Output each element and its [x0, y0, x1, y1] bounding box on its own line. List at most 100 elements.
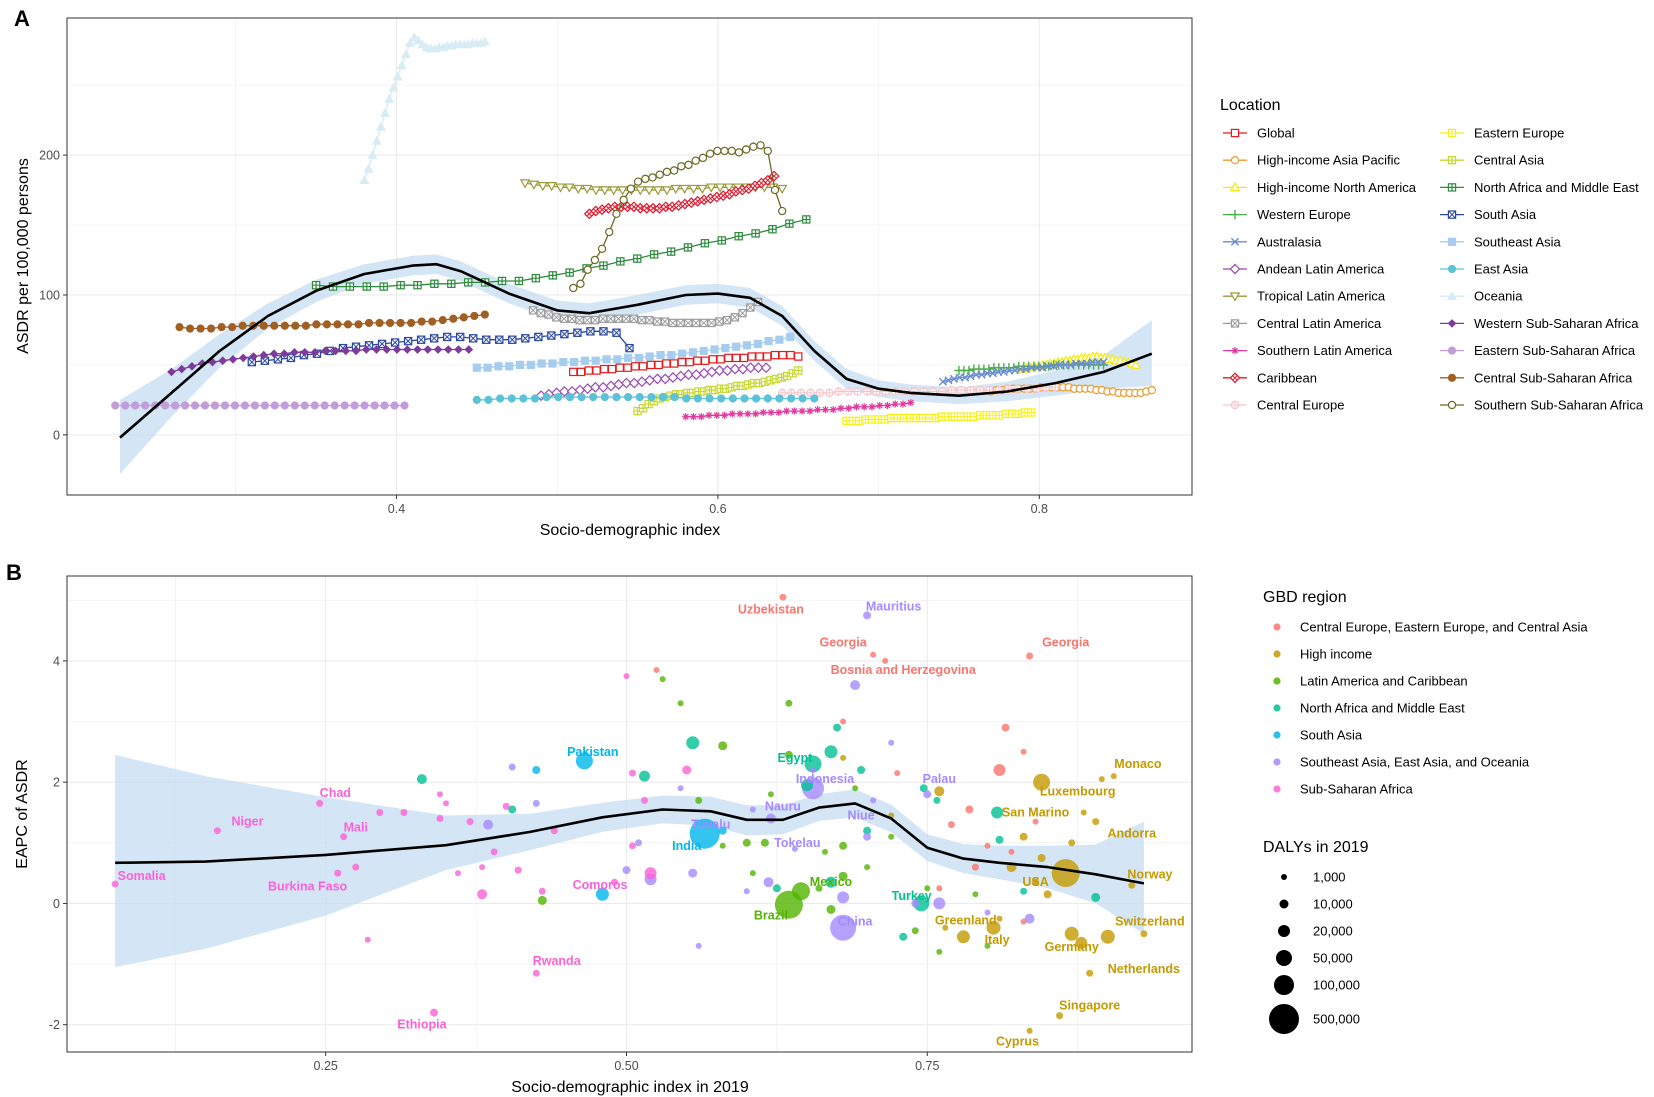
series-point-east-asia [728, 394, 737, 403]
legend-label: Central Sub-Saharan Africa [1474, 370, 1633, 385]
series-point-south-asia [469, 334, 478, 343]
country-point [1086, 969, 1094, 977]
country-point [508, 763, 516, 771]
series-point-southern-latin-america [783, 407, 791, 415]
series-point-tropical-latin-america [599, 186, 611, 196]
country-point [718, 741, 728, 751]
series-point-central-sub-saharan-africa [312, 320, 321, 329]
series-point-central-europe [947, 385, 956, 395]
country-point [635, 839, 642, 847]
series-point-north-africa-and-middle-east [497, 276, 507, 286]
country-point [749, 870, 756, 877]
legend-item-western-europe: Western Europe [1223, 207, 1351, 222]
series-point-southern-sub-saharan-africa [641, 174, 650, 184]
series-point-southern-sub-saharan-africa [741, 145, 751, 154]
series-point-north-africa-and-middle-east [396, 280, 405, 290]
series-eastern-europe [842, 408, 1036, 426]
series-point-east-asia [565, 392, 575, 402]
legend-key-marker [1447, 400, 1457, 410]
country-label-burkina-faso: Burkina Faso [268, 880, 348, 894]
series-point-western-sub-saharan-africa [361, 345, 371, 354]
series-point-eastern-sub-saharan-africa [330, 401, 339, 410]
series-point-western-sub-saharan-africa [228, 355, 238, 364]
panel-b-legend-items: Central Europe, Eastern Europe, and Cent… [1273, 620, 1588, 797]
panel-b-annotations: Uzbekistan Georgia Bosnia and Herzegovina G… [118, 599, 1185, 1048]
series-point-eastern-sub-saharan-africa [180, 401, 190, 410]
series-point-central-sub-saharan-africa [185, 324, 195, 333]
series-point-central-latin-america [653, 317, 662, 326]
series-point-eastern-europe [1027, 408, 1036, 417]
series-point-central-sub-saharan-africa [217, 323, 226, 332]
series-point-east-asia [647, 392, 656, 402]
country-point [791, 845, 798, 852]
series-point-central-sub-saharan-africa [396, 318, 405, 328]
legend-item-southern-sub-saharan-africa: Southern Sub-Saharan Africa [1440, 398, 1644, 413]
series-point-andean-latin-america [714, 365, 726, 376]
panel-a-x-ticks: 0.4 0.6 0.8 [388, 495, 1048, 516]
series-point-east-asia [705, 394, 714, 403]
series-point-oceania [404, 37, 416, 47]
series-point-western-sub-saharan-africa [290, 348, 299, 357]
legend-item-high-income-asia-pacific: High-income Asia Pacific [1223, 153, 1401, 168]
series-point-western-sub-saharan-africa [320, 346, 330, 356]
legend-item-eastern-sub-saharan-africa: Eastern Sub-Saharan Africa [1440, 343, 1636, 358]
series-point-east-asia [658, 392, 668, 402]
series-point-central-latin-america [722, 315, 732, 325]
country-point [1020, 918, 1027, 925]
series-point-southeast-asia [721, 344, 730, 353]
series-point-southern-latin-america [814, 406, 822, 414]
series-point-global [770, 350, 780, 360]
series-point-global [631, 362, 640, 371]
series-point-southern-sub-saharan-africa [655, 170, 664, 179]
series-point-central-latin-america [544, 310, 553, 319]
series-point-southeast-asia [688, 348, 698, 357]
legend-label: Caribbean [1257, 370, 1317, 385]
country-point [772, 884, 781, 893]
series-point-eastern-sub-saharan-africa [190, 401, 200, 410]
series-point-southeast-asia [537, 359, 546, 368]
legend-key-marker [1447, 237, 1457, 246]
panel-a-legend: Location Global High-income Asia Pacific H… [1220, 97, 1644, 413]
country-point [1033, 773, 1051, 791]
country-point [933, 796, 941, 804]
country-point [815, 884, 823, 892]
country-point [1032, 878, 1040, 886]
country-label-bosnia-and-herzegovina: Bosnia and Herzegovina [831, 663, 977, 677]
country-label-norway: Norway [1127, 867, 1172, 881]
series-point-southeast-asia [775, 335, 784, 344]
series-point-north-africa-and-middle-east [531, 273, 541, 283]
series-point-central-sub-saharan-africa [470, 311, 479, 321]
country-point [972, 891, 979, 898]
series-point-southeast-asia [634, 353, 644, 363]
country-point [1075, 936, 1088, 949]
country-point [316, 799, 324, 807]
panel-b-confidence-band [115, 754, 1144, 968]
series-point-central-sub-saharan-africa [322, 320, 332, 329]
legend-label: Andean Latin America [1257, 262, 1385, 277]
series-point-south-asia [521, 334, 530, 343]
series-point-southern-sub-saharan-africa [669, 166, 679, 175]
series-point-oceania [400, 49, 411, 59]
legend-item-region: South Asia [1273, 728, 1363, 743]
series-point-tropical-latin-america [555, 183, 566, 193]
a-y-tick-label: 100 [39, 288, 60, 302]
country-point [784, 750, 793, 759]
series-point-east-asia [740, 394, 749, 403]
series-point-eastern-sub-saharan-africa [340, 401, 349, 410]
series-point-east-asia [507, 394, 516, 403]
series-point-global [763, 352, 772, 361]
country-label-ethiopia: Ethiopia [397, 1018, 447, 1032]
series-point-east-asia [519, 394, 528, 403]
series-point-north-africa-and-middle-east [311, 280, 321, 290]
series-point-north-africa-and-middle-east [413, 280, 422, 290]
series-point-central-europe [815, 388, 825, 398]
country-point [850, 680, 861, 691]
series-point-eastern-sub-saharan-africa [310, 401, 319, 410]
series-point-southern-latin-america [806, 407, 814, 415]
series-point-southern-sub-saharan-africa [684, 160, 693, 170]
size-legend-dot [1269, 1004, 1299, 1034]
series-point-eastern-sub-saharan-africa [380, 401, 389, 410]
legend-label: Southeast Asia, East Asia, and Oceania [1300, 755, 1530, 770]
series-point-high-income-north-america [1130, 359, 1141, 369]
series-point-southeast-asia [548, 359, 557, 368]
